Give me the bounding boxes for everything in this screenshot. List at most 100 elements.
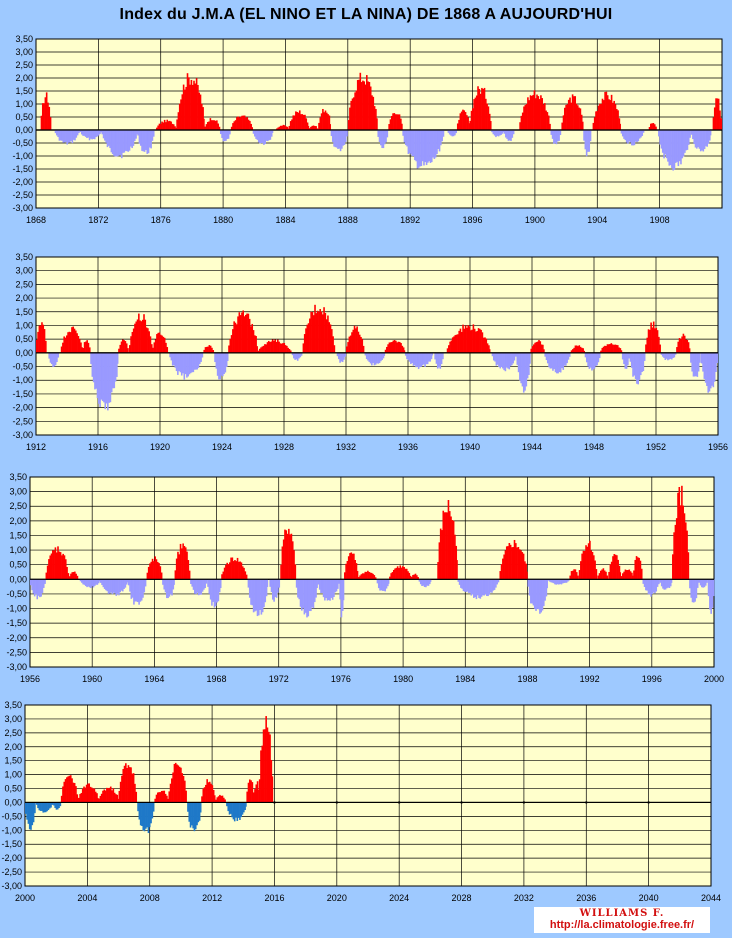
bar bbox=[351, 553, 354, 580]
bar bbox=[69, 130, 71, 143]
bar bbox=[103, 579, 106, 589]
bar bbox=[529, 352, 531, 364]
bar bbox=[254, 789, 256, 803]
bar bbox=[414, 573, 417, 580]
bar bbox=[514, 352, 517, 357]
bar bbox=[423, 579, 426, 588]
bar bbox=[216, 797, 219, 803]
y-tick-label: -3,00 bbox=[6, 662, 27, 672]
bar bbox=[311, 125, 314, 130]
bar bbox=[80, 342, 82, 353]
bar bbox=[55, 802, 58, 810]
bar bbox=[505, 546, 508, 580]
bar bbox=[317, 579, 320, 585]
bar bbox=[234, 322, 237, 353]
bar bbox=[393, 113, 396, 130]
bar bbox=[104, 130, 106, 141]
bar bbox=[470, 330, 472, 353]
bar bbox=[322, 108, 324, 130]
bar bbox=[651, 327, 654, 353]
y-tick-label: 2,00 bbox=[4, 742, 22, 752]
bar bbox=[676, 347, 678, 353]
bar bbox=[109, 786, 112, 803]
bar bbox=[144, 579, 147, 587]
bar bbox=[456, 560, 458, 580]
bar bbox=[52, 352, 54, 368]
bar bbox=[250, 123, 252, 130]
bar bbox=[97, 579, 100, 584]
bar bbox=[425, 130, 428, 166]
bar bbox=[483, 579, 486, 596]
bar bbox=[208, 579, 211, 594]
bar bbox=[109, 579, 111, 594]
website-link[interactable]: http://la.climatologie.free.fr/ bbox=[549, 919, 695, 931]
bar bbox=[189, 84, 191, 130]
bar bbox=[419, 352, 421, 368]
bar bbox=[341, 579, 344, 611]
bar bbox=[59, 552, 62, 580]
bar bbox=[76, 575, 79, 580]
bar bbox=[412, 130, 415, 157]
bar bbox=[266, 342, 269, 353]
bar bbox=[695, 352, 697, 377]
bar bbox=[691, 352, 693, 372]
bar bbox=[619, 572, 622, 580]
bar bbox=[104, 352, 107, 410]
bar bbox=[83, 786, 85, 803]
bar bbox=[570, 102, 573, 130]
bar bbox=[371, 352, 373, 366]
bar bbox=[559, 352, 562, 373]
bar bbox=[704, 352, 707, 383]
bar bbox=[421, 352, 424, 366]
bar bbox=[166, 795, 168, 803]
bar bbox=[97, 798, 99, 803]
bar bbox=[426, 579, 429, 586]
bar bbox=[116, 579, 119, 595]
bar bbox=[519, 122, 521, 130]
bar bbox=[178, 352, 180, 372]
bar bbox=[563, 579, 565, 583]
bar bbox=[380, 130, 382, 146]
bar bbox=[548, 579, 551, 582]
bar bbox=[168, 791, 171, 803]
bar bbox=[680, 339, 682, 353]
bar bbox=[58, 802, 60, 808]
bar bbox=[398, 341, 401, 353]
bar bbox=[203, 349, 205, 353]
bar bbox=[374, 352, 377, 365]
bar bbox=[590, 550, 593, 580]
bar bbox=[360, 574, 363, 580]
bar bbox=[193, 352, 196, 370]
bar bbox=[251, 579, 254, 606]
bar bbox=[128, 130, 131, 151]
bar bbox=[518, 549, 521, 580]
bar bbox=[75, 330, 77, 353]
bar bbox=[38, 802, 41, 811]
bar bbox=[413, 352, 416, 366]
bar bbox=[691, 579, 694, 603]
bar bbox=[417, 352, 420, 370]
bar bbox=[388, 124, 390, 130]
bar bbox=[671, 579, 673, 583]
bar bbox=[529, 95, 532, 130]
bar bbox=[226, 130, 229, 139]
y-tick-label: -2,00 bbox=[12, 177, 33, 187]
bar bbox=[629, 352, 632, 362]
bar bbox=[178, 103, 181, 130]
bar bbox=[481, 332, 484, 353]
bar bbox=[550, 352, 553, 369]
bar bbox=[212, 789, 215, 803]
bar bbox=[131, 773, 134, 803]
bar bbox=[546, 112, 549, 130]
bar bbox=[32, 579, 35, 594]
bar bbox=[447, 500, 450, 580]
y-tick-label: -1,00 bbox=[12, 375, 33, 385]
bar bbox=[392, 569, 395, 580]
bar bbox=[417, 130, 420, 168]
bar bbox=[408, 572, 411, 580]
y-tick-label: 1,50 bbox=[15, 307, 33, 317]
bar bbox=[500, 352, 503, 368]
bar bbox=[541, 98, 544, 130]
bar bbox=[625, 130, 628, 143]
bar bbox=[315, 126, 317, 130]
